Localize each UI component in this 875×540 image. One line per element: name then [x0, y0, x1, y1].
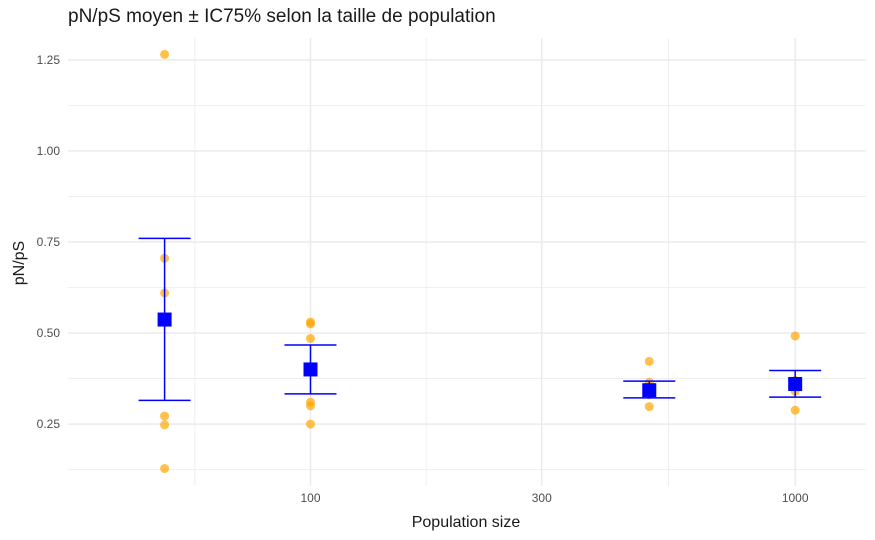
- data-point: [160, 49, 170, 59]
- y-tick-label: 0.25: [37, 417, 61, 431]
- x-tick-label: 1000: [782, 491, 809, 505]
- mean-marker: [642, 383, 657, 398]
- mean-marker: [303, 362, 318, 377]
- data-point: [305, 419, 315, 429]
- data-point: [305, 401, 315, 411]
- y-axis-title: pN/pS: [11, 241, 28, 285]
- mean-marker: [788, 377, 803, 392]
- data-point: [160, 464, 170, 474]
- y-tick-label: 1.00: [37, 144, 61, 158]
- summary-layer: [138, 237, 822, 402]
- data-points: [160, 49, 800, 474]
- y-tick-label: 1.25: [37, 53, 61, 67]
- y-tick-label: 0.50: [37, 326, 61, 340]
- y-tick-label: 0.75: [37, 235, 61, 249]
- data-point: [305, 319, 315, 329]
- data-point: [790, 331, 800, 341]
- data-point: [644, 402, 654, 412]
- x-axis-title: Population size: [412, 514, 521, 531]
- x-tick-label: 300: [532, 491, 552, 505]
- data-point: [790, 405, 800, 415]
- chart-title: pN/pS moyen ± IC75% selon la taille de p…: [68, 6, 496, 27]
- x-tick-label: 100: [300, 491, 320, 505]
- data-point: [160, 420, 170, 430]
- mean-marker: [157, 312, 172, 327]
- x-tick-labels: 100 300 1000: [300, 491, 808, 505]
- data-point: [305, 333, 315, 343]
- data-point: [160, 411, 170, 421]
- data-point: [644, 356, 654, 366]
- y-tick-labels: 0.25 0.50 0.75 1.00 1.25: [37, 53, 61, 431]
- grid-layer: [68, 38, 866, 486]
